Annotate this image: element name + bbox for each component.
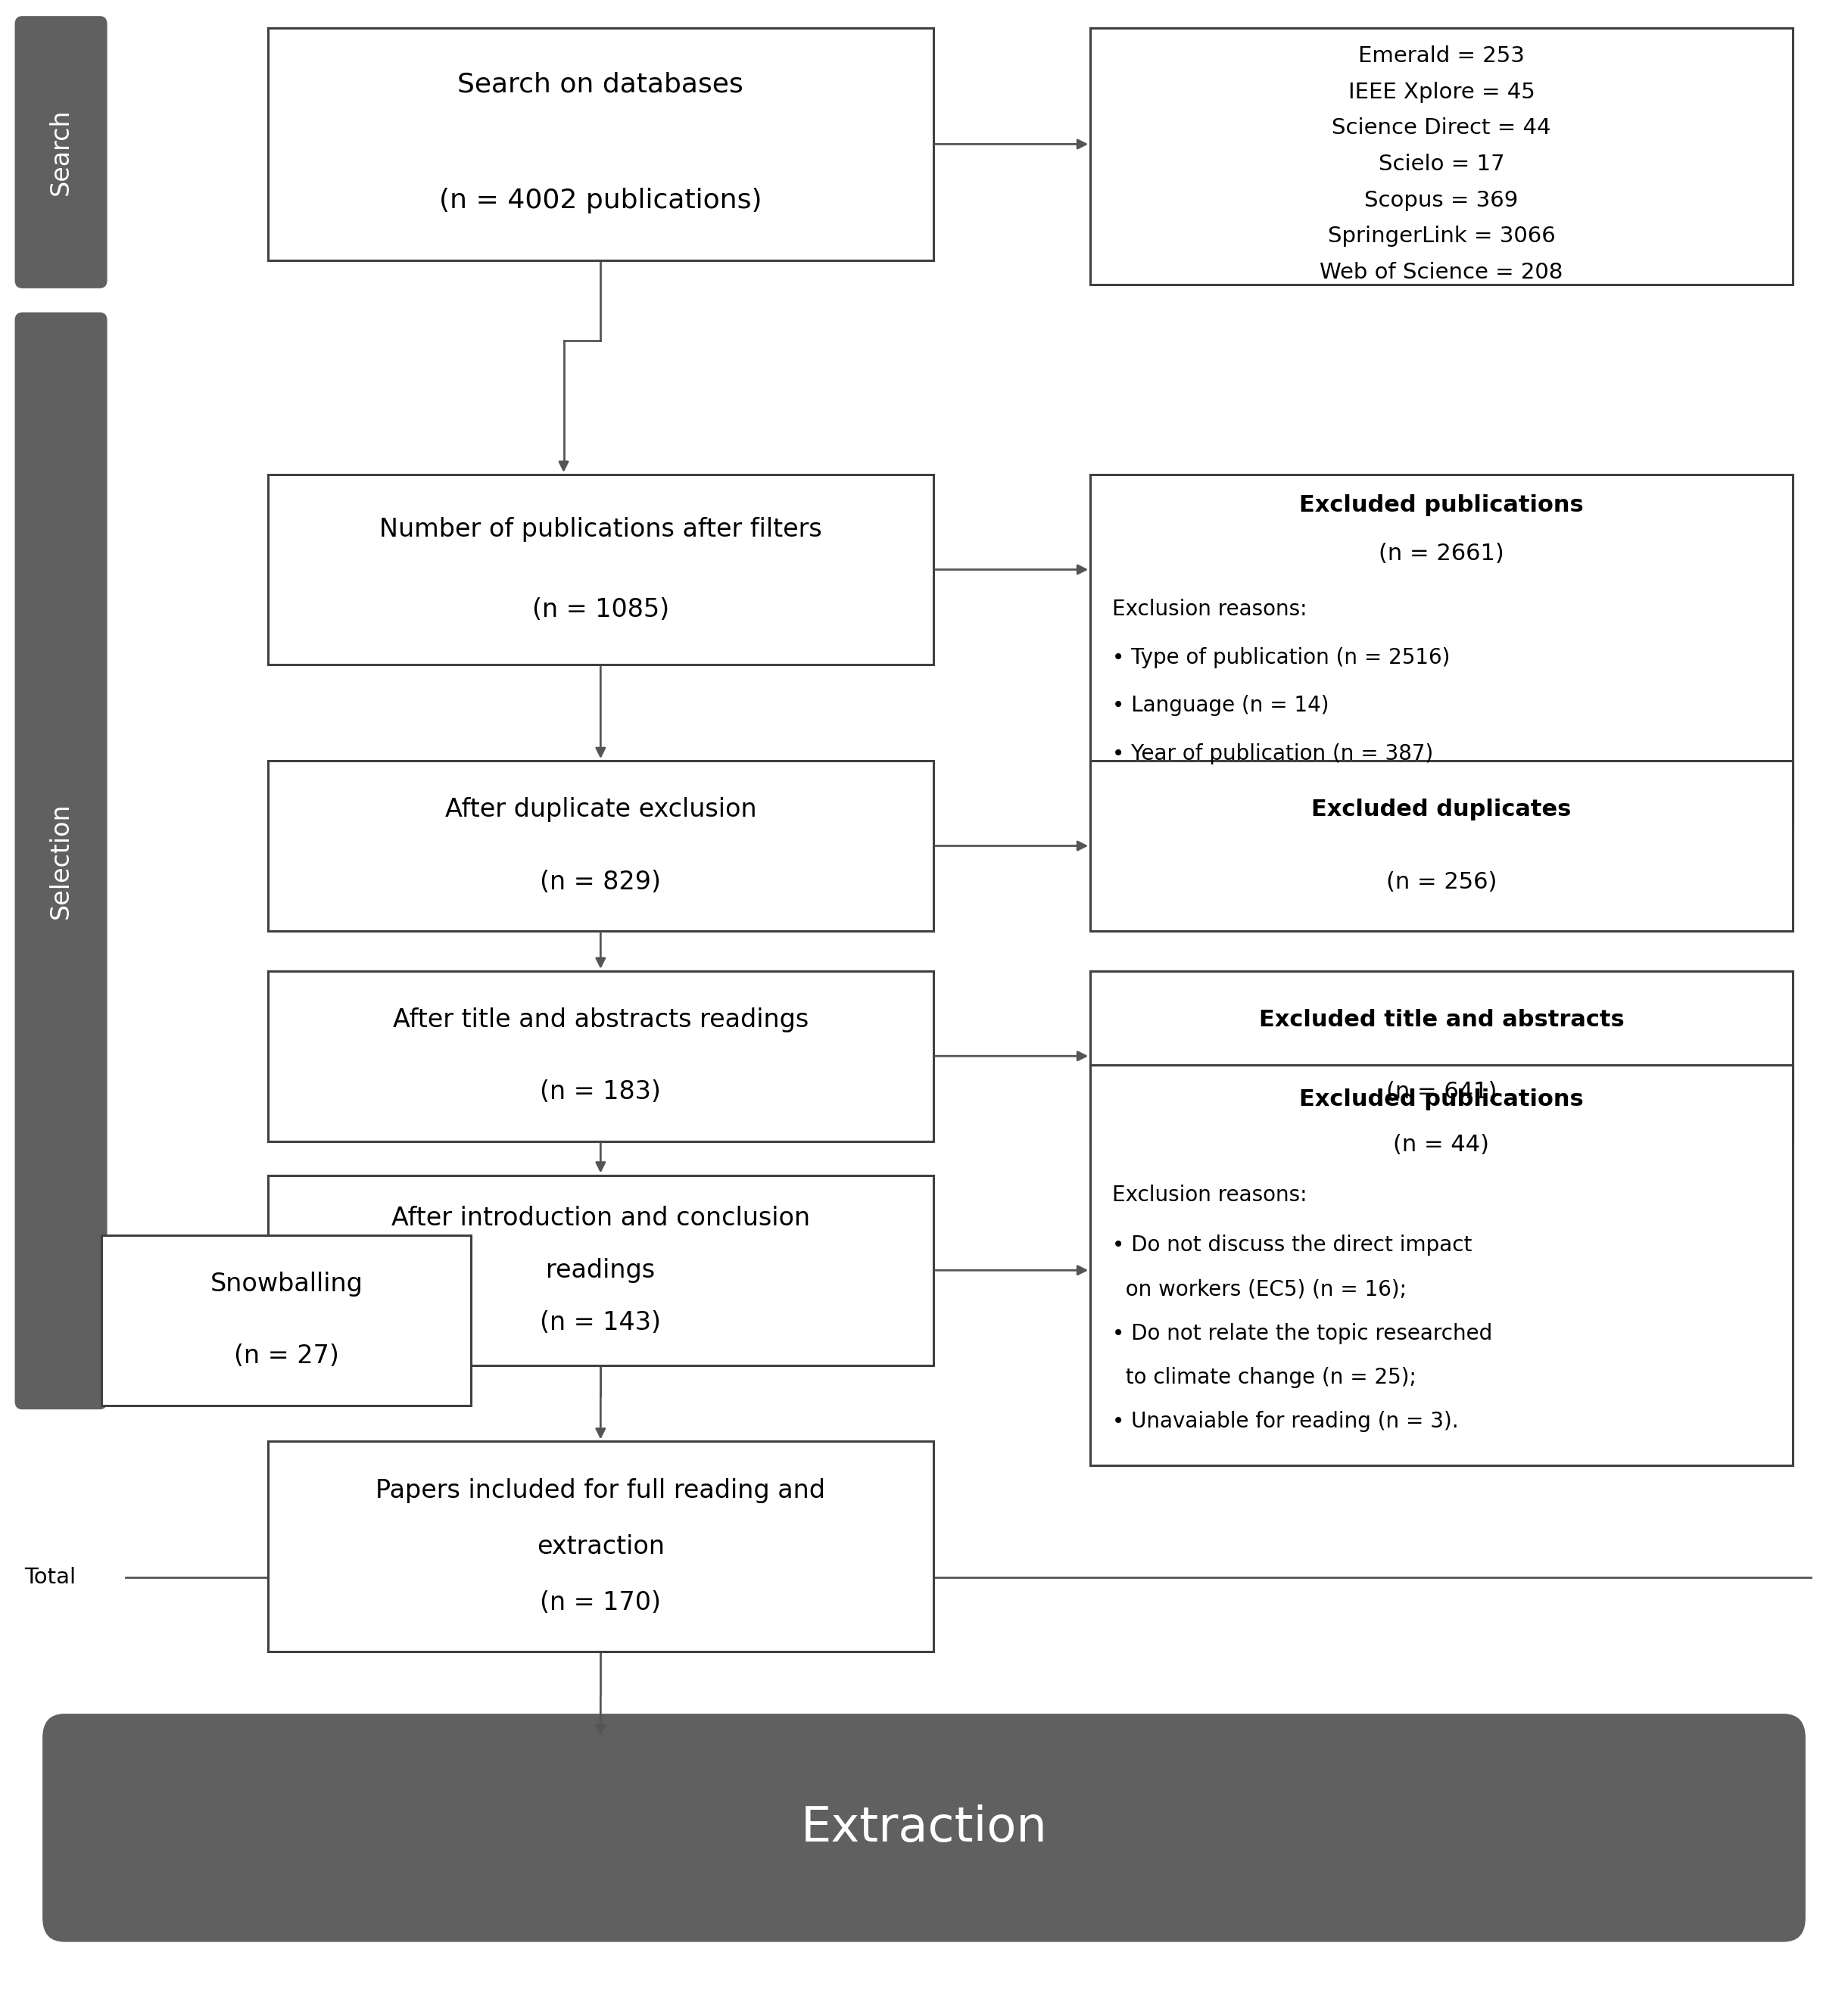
Text: • Year of publication (n = 387): • Year of publication (n = 387) (1112, 743, 1434, 765)
Bar (1090, 971, 1793, 1141)
Bar (1090, 1065, 1793, 1465)
Text: (n = 27): (n = 27) (235, 1343, 338, 1369)
Text: • Type of publication (n = 2516): • Type of publication (n = 2516) (1112, 647, 1451, 669)
Text: Papers included for full reading and: Papers included for full reading and (375, 1477, 826, 1504)
Text: After title and abstracts readings: After title and abstracts readings (392, 1007, 809, 1033)
Bar (1090, 474, 1793, 825)
Bar (268, 971, 933, 1141)
Bar (268, 28, 933, 260)
Text: • Do not relate the topic researched: • Do not relate the topic researched (1112, 1323, 1493, 1343)
Text: (n = 1085): (n = 1085) (532, 597, 669, 623)
Text: Excluded duplicates: Excluded duplicates (1312, 799, 1571, 821)
Text: Extraction: Extraction (800, 1804, 1048, 1852)
Text: Excluded publications: Excluded publications (1299, 1089, 1584, 1109)
Text: Search on databases: Search on databases (458, 72, 743, 96)
Text: Number of publications after filters: Number of publications after filters (379, 517, 822, 543)
Text: (n = 256): (n = 256) (1386, 871, 1497, 893)
Text: (n = 829): (n = 829) (540, 869, 662, 895)
Text: • Do not discuss the direct impact: • Do not discuss the direct impact (1112, 1235, 1473, 1255)
Text: Excluded publications: Excluded publications (1299, 494, 1584, 517)
FancyBboxPatch shape (15, 16, 107, 288)
FancyBboxPatch shape (15, 312, 107, 1409)
Bar (268, 761, 933, 931)
Text: Scopus = 369: Scopus = 369 (1364, 190, 1519, 210)
Text: (n = 183): (n = 183) (540, 1079, 662, 1105)
Text: Selection: Selection (48, 803, 74, 919)
Text: Science Direct = 44: Science Direct = 44 (1332, 118, 1550, 138)
Text: (n = 44): (n = 44) (1393, 1135, 1489, 1155)
Bar (1090, 28, 1793, 284)
Text: After duplicate exclusion: After duplicate exclusion (445, 797, 756, 823)
Text: Total: Total (24, 1568, 76, 1588)
Text: SpringerLink = 3066: SpringerLink = 3066 (1327, 226, 1556, 246)
Text: • Unavaiable for reading (n = 3).: • Unavaiable for reading (n = 3). (1112, 1411, 1458, 1431)
Bar (268, 1175, 933, 1365)
Bar (268, 474, 933, 665)
Text: (n = 641): (n = 641) (1386, 1081, 1497, 1103)
Text: Web of Science = 208: Web of Science = 208 (1319, 262, 1563, 282)
Bar (102, 1235, 471, 1405)
Text: • Language (n = 14): • Language (n = 14) (1112, 695, 1329, 717)
Text: (n = 143): (n = 143) (540, 1309, 662, 1335)
Text: After introduction and conclusion: After introduction and conclusion (392, 1205, 809, 1231)
Text: readings: readings (545, 1257, 656, 1283)
Text: IEEE Xplore = 45: IEEE Xplore = 45 (1347, 82, 1536, 102)
Text: Snowballing: Snowballing (211, 1271, 362, 1297)
Text: to climate change (n = 25);: to climate change (n = 25); (1112, 1367, 1417, 1387)
Text: Scielo = 17: Scielo = 17 (1379, 154, 1504, 174)
Text: Exclusion reasons:: Exclusion reasons: (1112, 599, 1307, 621)
Text: on workers (EC5) (n = 16);: on workers (EC5) (n = 16); (1112, 1279, 1406, 1299)
Text: Emerald = 253: Emerald = 253 (1358, 46, 1525, 66)
Text: (n = 2661): (n = 2661) (1379, 543, 1504, 565)
Text: Exclusion reasons:: Exclusion reasons: (1112, 1185, 1307, 1205)
Text: (n = 170): (n = 170) (540, 1590, 662, 1616)
Text: extraction: extraction (536, 1534, 665, 1560)
Text: (n = 4002 publications): (n = 4002 publications) (440, 188, 761, 212)
Bar (268, 1441, 933, 1652)
Bar (1090, 761, 1793, 931)
Text: Search: Search (48, 108, 74, 196)
FancyBboxPatch shape (43, 1714, 1805, 1942)
Text: Excluded title and abstracts: Excluded title and abstracts (1258, 1009, 1624, 1031)
